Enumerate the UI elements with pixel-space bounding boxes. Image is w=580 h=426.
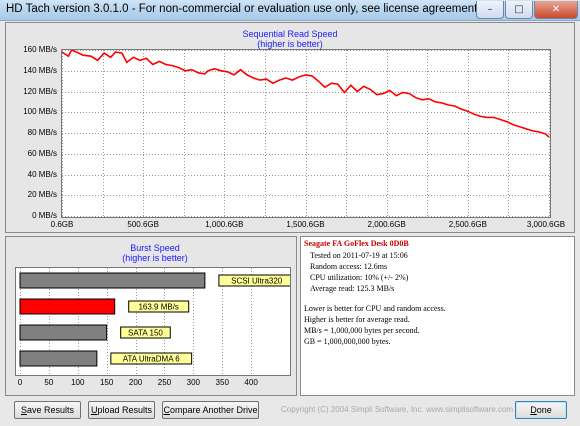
burst-x-tick-label: 0 [17, 378, 23, 387]
note-mbs-definition: MB/s = 1,000,000 bytes per second. [304, 326, 420, 335]
seq-x-tick-label: 0.6GB [50, 220, 74, 229]
burst-bar-label: ATA UltraDMA 6 [123, 355, 181, 364]
seq-y-tick-label: 100 MB/s [23, 107, 57, 117]
drive-name: Seagate FA GoFlex Desk 0D0B [304, 239, 409, 248]
seq-chart-svg [61, 48, 550, 217]
seq-y-tick-label: 40 MB/s [27, 169, 57, 179]
seq-y-tick-label: 160 MB/s [23, 45, 57, 54]
seq-chart-plot [61, 48, 551, 218]
average-read: Average read: 125.3 MB/s [310, 284, 395, 293]
seq-x-tick-label: 500.6GB [127, 220, 159, 229]
seq-x-tick-label: 3,000.6GB [526, 220, 566, 229]
upload-accel: U [90, 405, 98, 415]
burst-chart-svg: SCSI Ultra320 163.9 MB/s SATA 150 ATA Ultra… [19, 268, 295, 375]
seq-x-tick-label: 1,500.6GB [286, 220, 325, 229]
seq-y-tick-label: 140 MB/s [23, 65, 57, 75]
drive-info-panel: Seagate FA GoFlex Desk 0D0B Tested on 20… [300, 236, 575, 396]
note-gb-definition: GB = 1,000,000,000 bytes. [304, 337, 391, 346]
seq-y-tick-label: 60 MB/s [27, 148, 57, 158]
seq-y-tick-label: 20 MB/s [27, 190, 57, 200]
burst-bar [19, 272, 206, 289]
copyright-text: Copyright (C) 2004 Simpli Software, Inc.… [281, 405, 514, 414]
burst-x-tick-label: 300 [186, 378, 201, 387]
done-label: one [536, 405, 552, 415]
burst-x-tick-label: 250 [157, 378, 172, 387]
seq-x-tick-label: 2,500.6GB [448, 220, 487, 229]
seq-read-series-line [61, 48, 550, 138]
burst-x-tick-label: 350 [215, 378, 229, 387]
burst-x-tick-label: 400 [244, 378, 258, 387]
title-bar: HD Tach version 3.0.1.0 - For non-commer… [0, 0, 580, 21]
upload-label: pload Results [97, 405, 153, 415]
window-controls: – □ ✕ [475, 1, 578, 19]
burst-x-tick-label: 50 [44, 378, 54, 387]
burst-bar-label: 163.9 MB/s [138, 303, 178, 312]
burst-bar-label-box [128, 300, 190, 313]
burst-bar-label-box [110, 352, 193, 365]
burst-chart-subtitle: (higher is better) [122, 253, 188, 263]
done-accel: D [530, 405, 537, 415]
random-access: Random access: 12.6ms [310, 262, 388, 271]
window-title: HD Tach version 3.0.1.0 - For non-commer… [6, 3, 481, 15]
burst-bar [19, 350, 98, 367]
burst-x-tick-label: 200 [128, 378, 143, 387]
compare-accel: C [163, 405, 170, 415]
tested-on: Tested on 2011-07-19 at 15:06 [310, 251, 408, 260]
compare-label: ompare Another Drive [169, 405, 258, 415]
burst-bar-label-box [120, 326, 171, 339]
seq-chart-subtitle: (higher is better) [257, 39, 323, 49]
burst-x-tick-label: 100 [71, 378, 85, 387]
save-label: ave Results [26, 405, 75, 415]
seq-y-tick-label: 120 MB/s [23, 86, 57, 96]
maximize-icon[interactable]: □ [505, 1, 533, 19]
minimize-icon[interactable]: – [476, 1, 504, 19]
burst-chart-plot: SCSI Ultra320 163.9 MB/s SATA 150 ATA Ultra… [15, 267, 295, 376]
note-lower-better: Lower is better for CPU and random acces… [304, 304, 446, 313]
seq-y-tick-label: 80 MB/s [27, 128, 57, 137]
burst-chart-title: Burst Speed [130, 243, 180, 253]
seq-x-tick-label: 1,000.6GB [205, 220, 244, 229]
burst-bar-label: SATA 150 [128, 329, 163, 338]
seq-x-tick-label: 2,000.6GB [367, 220, 406, 229]
seq-chart-title: Sequential Read Speed [242, 29, 338, 39]
close-icon[interactable]: ✕ [534, 1, 578, 19]
save-accel: S [20, 405, 27, 415]
seq-y-tick-label: 0 MB/s [32, 211, 57, 220]
cpu-utilization: CPU utilization: 10% (+/- 2%) [310, 273, 409, 282]
burst-bar [19, 298, 116, 315]
burst-bar-label: SCSI Ultra320 [231, 277, 283, 286]
burst-x-tick-label: 150 [99, 378, 114, 387]
note-higher-better: Higher is better for average read. [304, 315, 410, 324]
burst-bar [19, 324, 108, 341]
